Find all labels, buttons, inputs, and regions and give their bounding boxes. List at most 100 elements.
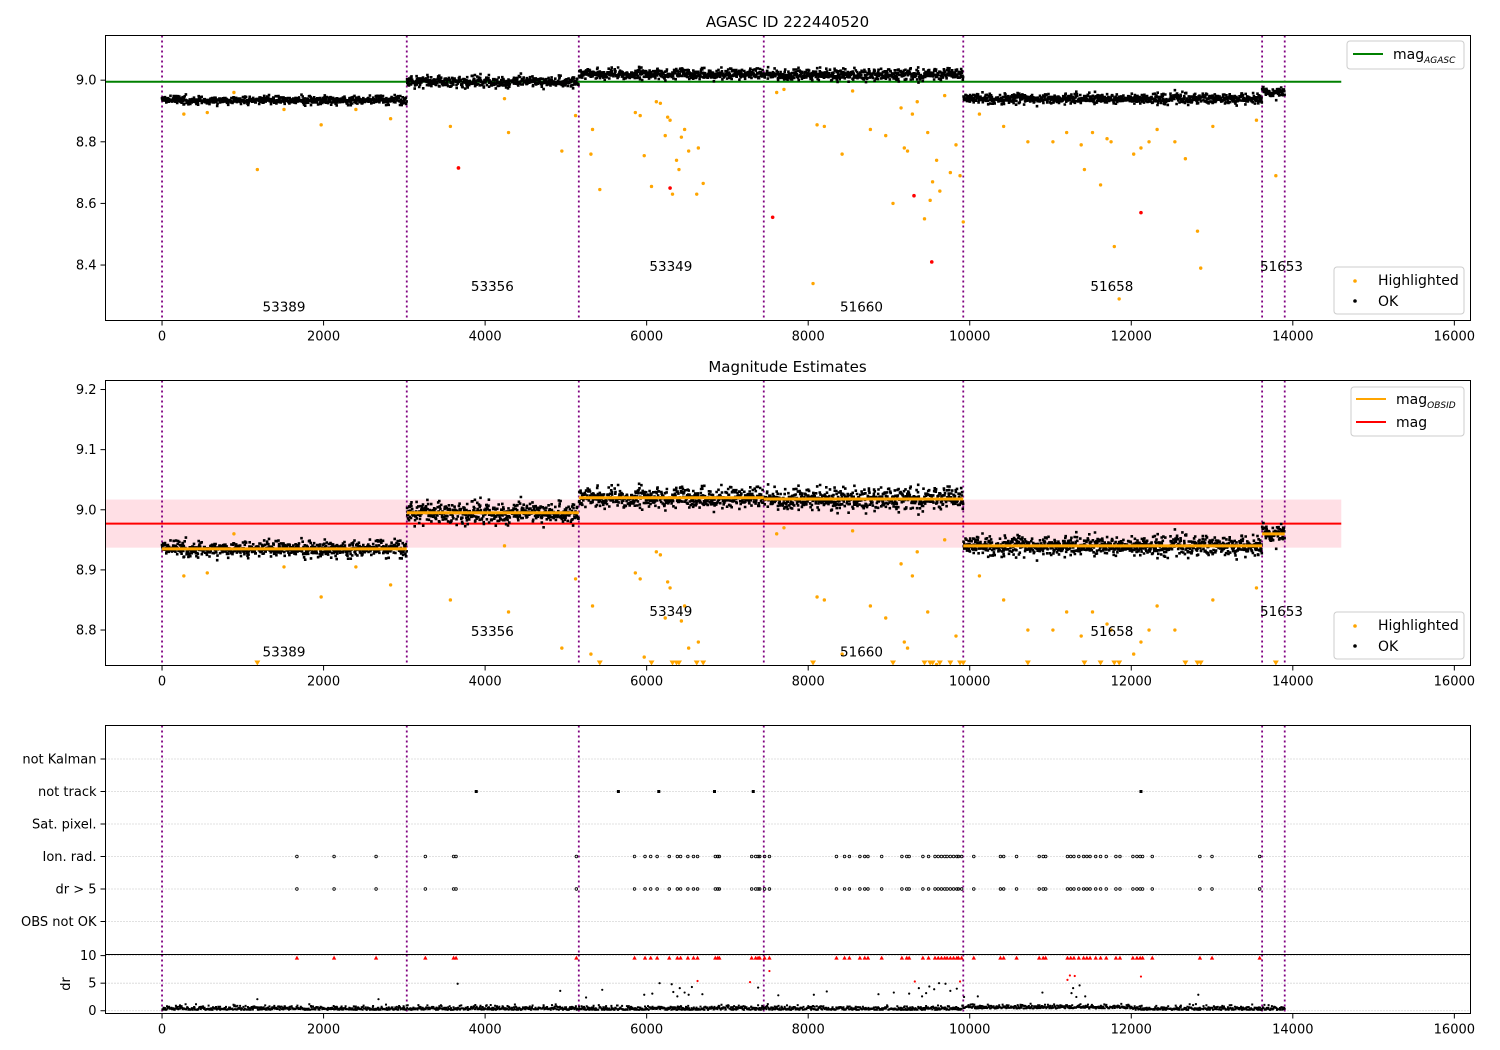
y-axis: 8.8 8.9 9.0 9.1 9.2	[76, 383, 106, 639]
red-point	[1139, 210, 1143, 215]
below-range-markers	[254, 660, 1279, 666]
highlighted-point	[915, 550, 919, 554]
obsid-annotations: 53389 53356 53349 51660 51658 51653	[263, 259, 1303, 315]
dr-point	[877, 993, 880, 996]
not-track-marker	[474, 790, 478, 793]
ion-rad-marker	[955, 854, 959, 859]
dr-point	[768, 969, 771, 973]
highlighted-point	[954, 143, 958, 147]
dr-capped-marker	[1117, 955, 1123, 960]
ion-rad-marker	[758, 854, 762, 859]
dr-capped-marker	[920, 955, 926, 960]
dr-point	[976, 995, 979, 998]
dr-capped-marker	[862, 955, 867, 960]
legend-label-highlighted: Highlighted	[1378, 273, 1459, 289]
highlighted-point	[686, 646, 691, 650]
y-tick-label: 8.6	[76, 197, 97, 212]
dr-low-cloud	[161, 1002, 1286, 1011]
ion-rad-marker	[972, 854, 976, 859]
x-tick-label: 10000	[949, 330, 990, 345]
ion-rad-marker	[695, 854, 700, 859]
dr-capped-marker	[847, 955, 852, 960]
ion-rad-marker	[423, 854, 428, 859]
dr-capped-marker	[948, 955, 953, 960]
dr-gt-5-marker	[945, 887, 949, 891]
dr-gt-5-marker	[632, 887, 637, 891]
dr-panel: 0 2000 4000 6000 8000 10000 12000 14000 16000 0 5…	[59, 949, 1475, 1037]
highlighted-point	[1183, 157, 1188, 161]
obsid-label: 51653	[1260, 259, 1303, 275]
dr-gt-5-marker	[955, 887, 959, 891]
highlighted-point	[658, 553, 663, 557]
dr-gt-5-marker	[717, 887, 722, 891]
dr-gt-5-marker	[936, 887, 940, 891]
dr-gt-5-marker	[1104, 887, 1108, 891]
dr-capped-marker	[944, 955, 950, 960]
highlighted-point	[868, 604, 873, 608]
ion-rad-marker	[1037, 854, 1041, 859]
dr-point	[701, 993, 704, 996]
red-point	[929, 260, 934, 264]
ion-rad-marker	[998, 854, 1003, 859]
x-tick-label: 12000	[1111, 1023, 1152, 1038]
highlighted-point	[354, 565, 358, 569]
dr-point	[584, 996, 588, 999]
dr-gt-5-marker	[1037, 887, 1041, 891]
highlighted-point	[1155, 604, 1159, 608]
highlighted-point	[674, 158, 679, 162]
dr-gt-5-marker	[762, 887, 767, 891]
dr-point	[933, 988, 936, 991]
dr-gt-5-marker	[879, 887, 884, 891]
x-axis: 0 2000 4000 6000 8000 10000 12000 14000 16000	[158, 665, 1475, 690]
highlighted-point	[232, 90, 236, 95]
ion-rad-marker	[1065, 854, 1070, 859]
dr-gt-5-marker	[686, 887, 690, 891]
flag-labels: not Kalman not track Sat. pixel. Ion. rad. d…	[21, 753, 106, 930]
dr-gt-5-marker	[648, 887, 653, 891]
highlighted-point	[910, 112, 915, 116]
highlighted-point	[926, 610, 930, 614]
ion-rad-marker	[686, 854, 690, 859]
legend-highlighted-marker	[1353, 624, 1357, 628]
ion-rad-marker	[959, 854, 964, 859]
dr-point	[651, 992, 654, 995]
highlighted-point	[668, 118, 672, 122]
highlighted-point	[590, 127, 595, 132]
ion-rad-marker	[1257, 854, 1262, 859]
x-tick-label: 14000	[1272, 330, 1313, 345]
highlighted-point	[686, 149, 691, 153]
dr-gt-5-marker	[939, 887, 944, 891]
highlighted-point	[934, 158, 939, 162]
flag-label: Sat. pixel.	[32, 818, 96, 833]
dr-point	[812, 993, 815, 996]
obsid-label: 53349	[649, 259, 692, 275]
highlighted-point	[922, 217, 927, 221]
dr-point	[1068, 974, 1071, 977]
highlighted-point	[354, 107, 358, 112]
highlighted-point	[319, 595, 323, 599]
ion-rad-marker	[939, 854, 944, 859]
highlighted-point	[850, 89, 855, 93]
dr-gt-5-marker	[900, 887, 904, 891]
dr-capped-marker	[717, 955, 722, 960]
dr-gt-5-marker	[1114, 887, 1118, 891]
dr-point	[1041, 991, 1044, 994]
ion-rad-marker	[847, 854, 852, 859]
ion-rad-marker	[866, 854, 870, 859]
highlighted-point	[926, 130, 930, 135]
y-tick-label: 9.0	[76, 503, 97, 518]
highlighted-point	[948, 170, 953, 175]
ion-rad-marker	[655, 854, 659, 859]
highlighted-point	[942, 538, 947, 542]
panel-1-frame	[105, 35, 1471, 321]
ion-rad-marker	[936, 854, 940, 859]
highlighted-point	[1139, 146, 1143, 150]
dr-point	[1073, 974, 1076, 978]
dr-capped-marker	[959, 955, 964, 960]
ion-rad-marker	[879, 854, 884, 859]
highlighted-point	[182, 574, 186, 578]
dr-gt-5-marker	[863, 887, 867, 891]
highlighted-point	[282, 565, 286, 569]
red-point	[912, 193, 916, 198]
highlighted-point	[840, 152, 844, 156]
